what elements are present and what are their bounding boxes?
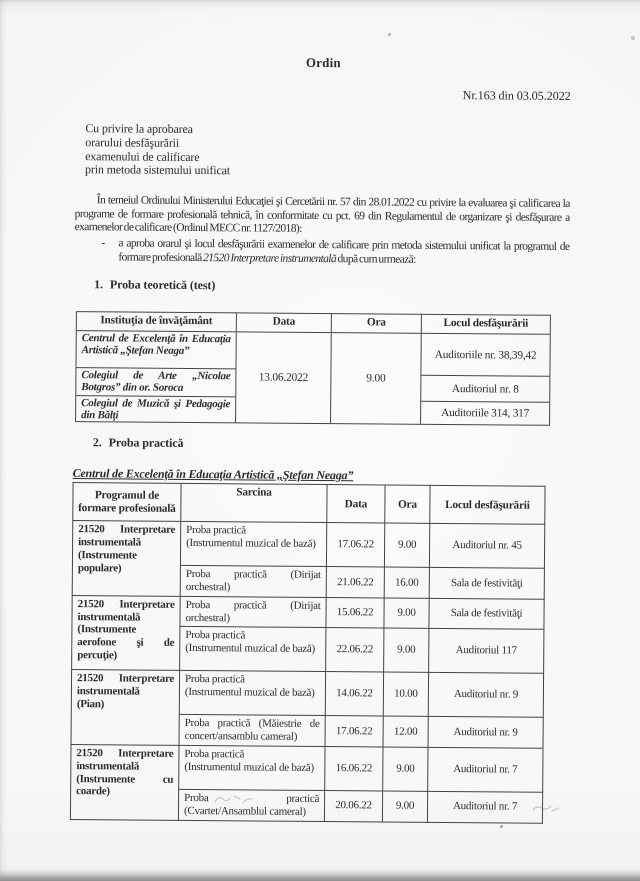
subject-block: Cu privire la aprobarea orarului desfăşu… xyxy=(84,121,570,181)
section-number: 1. xyxy=(94,277,104,292)
date-cell: 14.06.22 xyxy=(325,671,384,717)
order-number: Nr.163 din 03.05.2022 xyxy=(462,88,571,103)
institution-cell: Centrul de Excelenţă în Educaţia Artisti… xyxy=(76,331,236,370)
date-cell: 22.06.22 xyxy=(325,627,384,673)
date-cell: 16.06.22 xyxy=(324,746,384,791)
location-cell: Auditoriul nr. 45 xyxy=(429,523,545,569)
location-cell: Auditoriul nr. 7 xyxy=(427,791,543,823)
date-cell: 21.06.22 xyxy=(326,566,385,598)
scan-speck xyxy=(500,825,503,828)
program-cell: 21520 Interpretare instrumentală (Pian) xyxy=(71,669,180,746)
time-cell: 9.00 xyxy=(382,746,429,792)
order-document: Ordin Nr.163 din 03.05.2022 Cu privire l… xyxy=(70,54,571,823)
time-cell: 16.00 xyxy=(384,567,430,599)
col-header-data: Data xyxy=(236,313,332,333)
institution-column: Centrul de Excelenţă în Educaţia Artisti… xyxy=(76,331,237,423)
task-cell: Proba practică (Măiestrie de concert/ans… xyxy=(179,714,326,747)
time-cell: 9.00 xyxy=(383,628,429,673)
directive-item: - a aproba orarul şi locul desfăşurării … xyxy=(101,237,569,268)
institution-cell: Colegiul de Arte „Nicolae Botgros” din o… xyxy=(76,368,236,398)
task-cell: Proba practică (Instrumentul muzical de … xyxy=(178,745,326,791)
scan-speck xyxy=(388,33,391,36)
list-dash: - xyxy=(101,237,106,250)
directive-text-after: după cum urmează: xyxy=(336,252,416,266)
location-cell: Auditoriul nr. 9 xyxy=(428,716,544,749)
exam-date-cell: 13.06.2022 xyxy=(236,332,332,424)
col-header-ora: Ora xyxy=(384,485,431,524)
program-cell: 21520 Interpretare instrumentală (Instru… xyxy=(72,520,181,597)
pencil-scribble xyxy=(532,805,560,812)
subject-line: prin metoda sistemului unificat xyxy=(84,162,231,178)
date-cell: 17.06.22 xyxy=(326,522,385,568)
task-cell: Proba practică (Dirijat orchestral) xyxy=(180,565,327,598)
time-cell: 9.00 xyxy=(384,523,430,568)
col-header-location: Locul desfăşurării xyxy=(429,485,546,525)
theory-table: Instituţia de învăţământ Data Ora Locul … xyxy=(75,311,551,426)
program-cell: 21520 Interpretare instrumentală (Instru… xyxy=(71,595,181,671)
col-header-program: Programul de formare profesională xyxy=(72,482,182,522)
location-cell: Sala de festivităţi xyxy=(428,598,545,630)
program-name-italic: 21520 Interpretare instrumentală xyxy=(203,251,337,265)
date-cell: 17.06.22 xyxy=(325,715,384,747)
task-cell: Proba practică (Instrumentul muzical de … xyxy=(179,626,326,672)
section-theory-heading: 1. Proba teoretică (test) xyxy=(94,277,569,295)
scan-speck xyxy=(631,36,635,40)
col-header-data: Data xyxy=(326,484,386,524)
theory-table-body: Centrul de Excelenţă în Educaţia Artisti… xyxy=(76,331,550,425)
institution-cell: Colegiul de Muzică şi Pedagogie din Bălţ… xyxy=(81,397,231,421)
location-cell: Auditoriul nr. 8 xyxy=(421,375,550,403)
table-row: 21520 Interpretare instrumentală (Pian) … xyxy=(71,669,544,746)
location-cell: Auditoriile nr. 38,39,42 xyxy=(421,333,550,377)
col-header-institution: Instituţia de învăţământ xyxy=(76,312,237,332)
directive-text: a aproba orarul şi locul desfăşurării ex… xyxy=(118,237,569,268)
section-title: Proba practică xyxy=(108,435,184,451)
date-cell: 20.06.22 xyxy=(324,790,383,822)
pencil-scribble xyxy=(214,795,253,804)
time-cell: 10.00 xyxy=(383,672,429,717)
col-header-ora: Ora xyxy=(331,314,422,333)
scanner-edge-shadow xyxy=(0,869,640,881)
date-cell: 15.06.22 xyxy=(325,597,385,629)
task-cell: Proba practică (Instrumentul muzical de … xyxy=(180,521,327,567)
task-cell: Proba practică (Instrumentul muzical de … xyxy=(179,670,326,716)
location-cell: Auditoriile 314, 317 xyxy=(441,407,530,420)
exam-time-cell: 9.00 xyxy=(331,333,422,424)
col-header-location: Locul desfăşurării xyxy=(443,317,529,330)
practice-table: Programul de formare profesională Sarcin… xyxy=(70,482,546,823)
location-column: Auditoriile nr. 38,39,42 Auditoriul nr. … xyxy=(421,333,550,425)
practice-table-header: Programul de formare profesională Sarcin… xyxy=(72,482,546,525)
section-practice-heading: 2. Proba practică xyxy=(93,435,568,453)
section-title: Proba teoretică (test) xyxy=(109,277,216,293)
task-cell: Proba practică (Dirijat orchestral) xyxy=(179,596,327,628)
location-cell: Auditoriul nr. 7 xyxy=(427,747,544,793)
col-header-sarcina: Sarcina xyxy=(180,483,328,523)
time-cell: 9.00 xyxy=(382,790,428,822)
table-row: 21520 Interpretare instrumentală (Instru… xyxy=(71,595,545,671)
table-row: 21520 Interpretare instrumentală (Instru… xyxy=(72,520,545,597)
time-cell: 9.00 xyxy=(383,597,430,629)
table-row: 21520 Interpretare instrumentală (Instru… xyxy=(70,744,544,820)
location-cell: Sala de festivităţi xyxy=(429,567,545,600)
practice-table-caption: Centrul de Excelenţă în Educaţia Artisti… xyxy=(72,466,354,483)
location-cell: Auditoriul nr. 9 xyxy=(428,672,544,718)
location-cell: Auditoriul 117 xyxy=(428,628,544,674)
page-title: Ordin xyxy=(305,54,341,71)
preamble-paragraph: În temeiul Ordinului Ministerului Educaţ… xyxy=(74,194,570,236)
time-cell: 12.00 xyxy=(383,716,429,748)
section-number: 2. xyxy=(92,435,102,450)
program-cell: 21520 Interpretare instrumentală (Instru… xyxy=(70,744,180,820)
